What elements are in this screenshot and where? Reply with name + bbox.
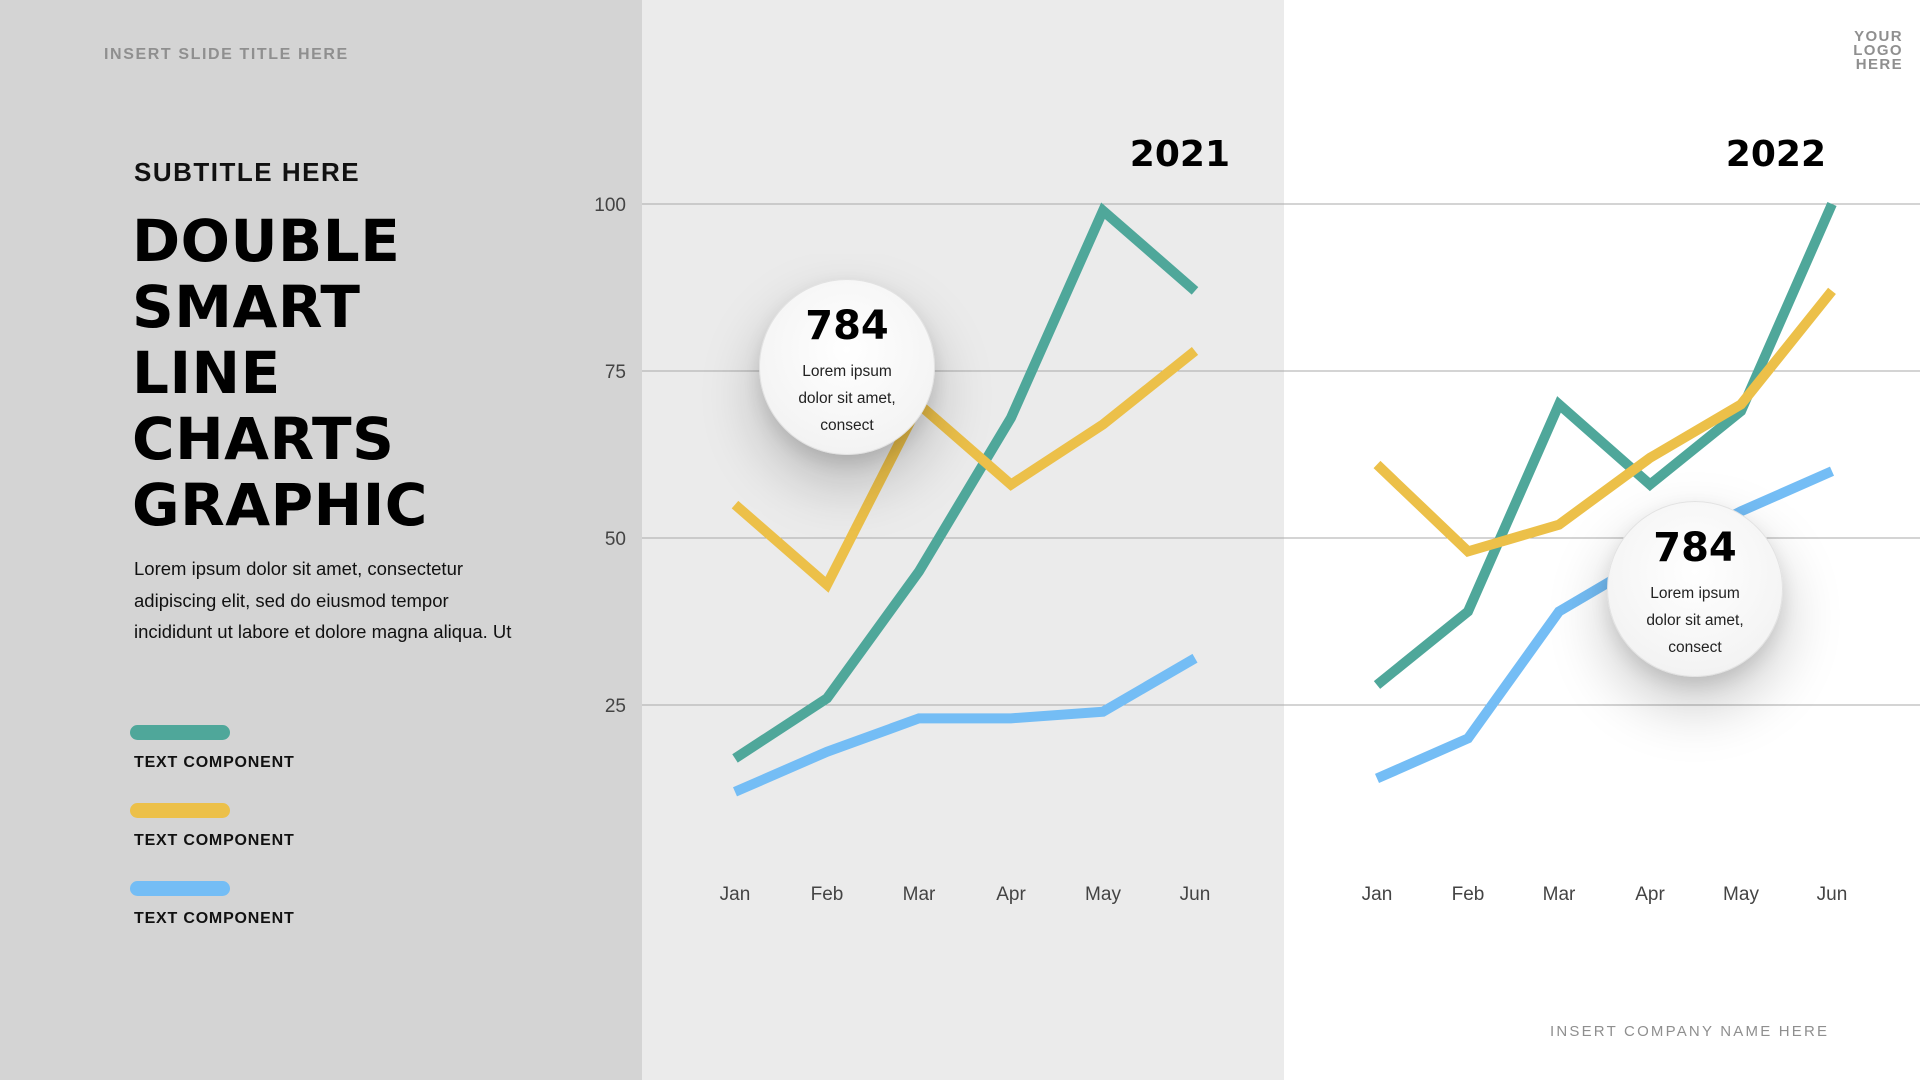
company-name: INSERT COMPANY NAME HERE bbox=[1550, 1023, 1830, 1040]
chart-year-title: 2021 bbox=[1130, 134, 1230, 175]
callout-text-line: Lorem ipsum bbox=[1650, 585, 1740, 602]
callout-text-line: consect bbox=[1668, 639, 1722, 656]
logo-line: HERE bbox=[1855, 56, 1903, 73]
page-title: DOUBLE SMART LINE CHARTS GRAPHIC bbox=[132, 208, 552, 538]
title-line: LINE bbox=[132, 339, 281, 407]
series-line bbox=[1374, 466, 1835, 784]
series-line bbox=[731, 347, 1199, 593]
title-line: CHARTS bbox=[132, 405, 395, 473]
x-tick-label: Apr bbox=[996, 884, 1026, 905]
subtitle: SUBTITLE HERE bbox=[134, 157, 361, 187]
left-panel bbox=[0, 0, 642, 1080]
y-tick-label: 25 bbox=[605, 696, 626, 717]
legend-swatch-yellow bbox=[130, 803, 230, 818]
x-tick-label: Feb bbox=[1452, 884, 1485, 905]
callout-text: Lorem ipsum dolor sit amet, consect bbox=[1608, 580, 1782, 661]
callout-text-line: dolor sit amet, bbox=[798, 390, 896, 407]
legend-label: TEXT COMPONENT bbox=[134, 832, 295, 849]
x-tick-label: May bbox=[1085, 884, 1121, 905]
chart-year-title: 2022 bbox=[1726, 134, 1826, 175]
x-tick-label: Jun bbox=[1180, 884, 1211, 905]
series-line bbox=[733, 653, 1198, 797]
x-tick-label: Jan bbox=[1362, 884, 1393, 905]
y-tick-label: 75 bbox=[605, 362, 626, 383]
x-tick-label: Apr bbox=[1635, 884, 1665, 905]
callout-value: 784 bbox=[805, 303, 889, 349]
chart-2022-panel bbox=[1284, 0, 1920, 1080]
logo-line: LOGO bbox=[1853, 42, 1903, 59]
legend-label: TEXT COMPONENT bbox=[134, 754, 295, 771]
x-tick-label: Jan bbox=[720, 884, 751, 905]
series-line bbox=[732, 202, 1199, 763]
series-line bbox=[1373, 287, 1836, 557]
callout-2021: 784 Lorem ipsum dolor sit amet, consect bbox=[759, 279, 935, 455]
callout-text: Lorem ipsum dolor sit amet, consect bbox=[760, 358, 934, 439]
logo: YOUR LOGO HERE bbox=[1803, 28, 1903, 73]
title-line: GRAPHIC bbox=[132, 471, 428, 539]
callout-text-line: dolor sit amet, bbox=[1646, 612, 1744, 629]
callout-value: 784 bbox=[1653, 525, 1737, 571]
callout-2022: 784 Lorem ipsum dolor sit amet, consect bbox=[1607, 501, 1783, 677]
callout-text-line: Lorem ipsum bbox=[802, 363, 892, 380]
legend-swatch-teal bbox=[130, 725, 230, 740]
body-text: Lorem ipsum dolor sit amet, consectetur … bbox=[134, 558, 512, 642]
y-tick-label: 100 bbox=[594, 195, 626, 216]
x-tick-label: Feb bbox=[811, 884, 844, 905]
title-line: DOUBLE bbox=[132, 207, 401, 275]
x-tick-label: Mar bbox=[903, 884, 936, 905]
x-tick-label: May bbox=[1723, 884, 1759, 905]
title-line: SMART bbox=[132, 273, 361, 341]
y-tick-label: 50 bbox=[605, 529, 626, 550]
series-line bbox=[1373, 201, 1837, 689]
x-tick-label: Jun bbox=[1817, 884, 1848, 905]
chart-2021-panel bbox=[642, 0, 1284, 1080]
legend-label: TEXT COMPONENT bbox=[134, 910, 295, 927]
slide-title: INSERT SLIDE TITLE HERE bbox=[104, 46, 349, 63]
callout-text-line: consect bbox=[820, 417, 874, 434]
x-tick-label: Mar bbox=[1543, 884, 1576, 905]
logo-line: YOUR bbox=[1854, 28, 1903, 45]
legend-swatch-blue bbox=[130, 881, 230, 896]
